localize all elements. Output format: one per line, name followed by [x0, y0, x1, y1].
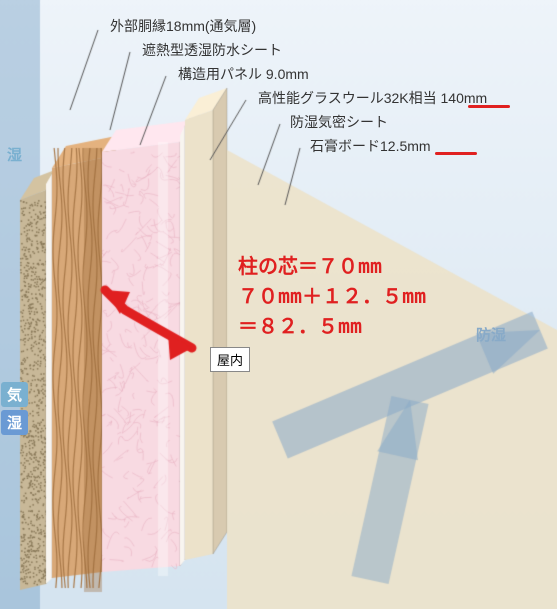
layer-label-b: 遮熱型透湿防水シート	[142, 40, 282, 60]
side-label-3: 防湿	[470, 322, 512, 347]
side-label-2: 湿	[1, 410, 28, 435]
layer-label-f: 石膏ボード12.5mm	[310, 136, 431, 156]
underline-0	[468, 105, 510, 108]
layer-label-e: 防湿気密シート	[290, 112, 388, 132]
annotation-2: ＝８２．５mm	[238, 310, 362, 339]
layer-label-a: 外部胴縁18mm(通気層)	[110, 16, 256, 36]
layer-label-c: 構造用パネル 9.0mm	[178, 64, 309, 84]
underline-1	[435, 152, 477, 155]
side-label-1: 気	[1, 382, 28, 407]
layer-label-d: 高性能グラスウール32K相当 140mm	[258, 88, 487, 108]
annotation-1: ７０mm＋１２．５mm	[238, 280, 426, 309]
annotation-0: 柱の芯＝７０mm	[238, 250, 382, 279]
side-label-0: 湿	[1, 142, 28, 167]
indoor-tag: 屋内	[210, 347, 250, 372]
